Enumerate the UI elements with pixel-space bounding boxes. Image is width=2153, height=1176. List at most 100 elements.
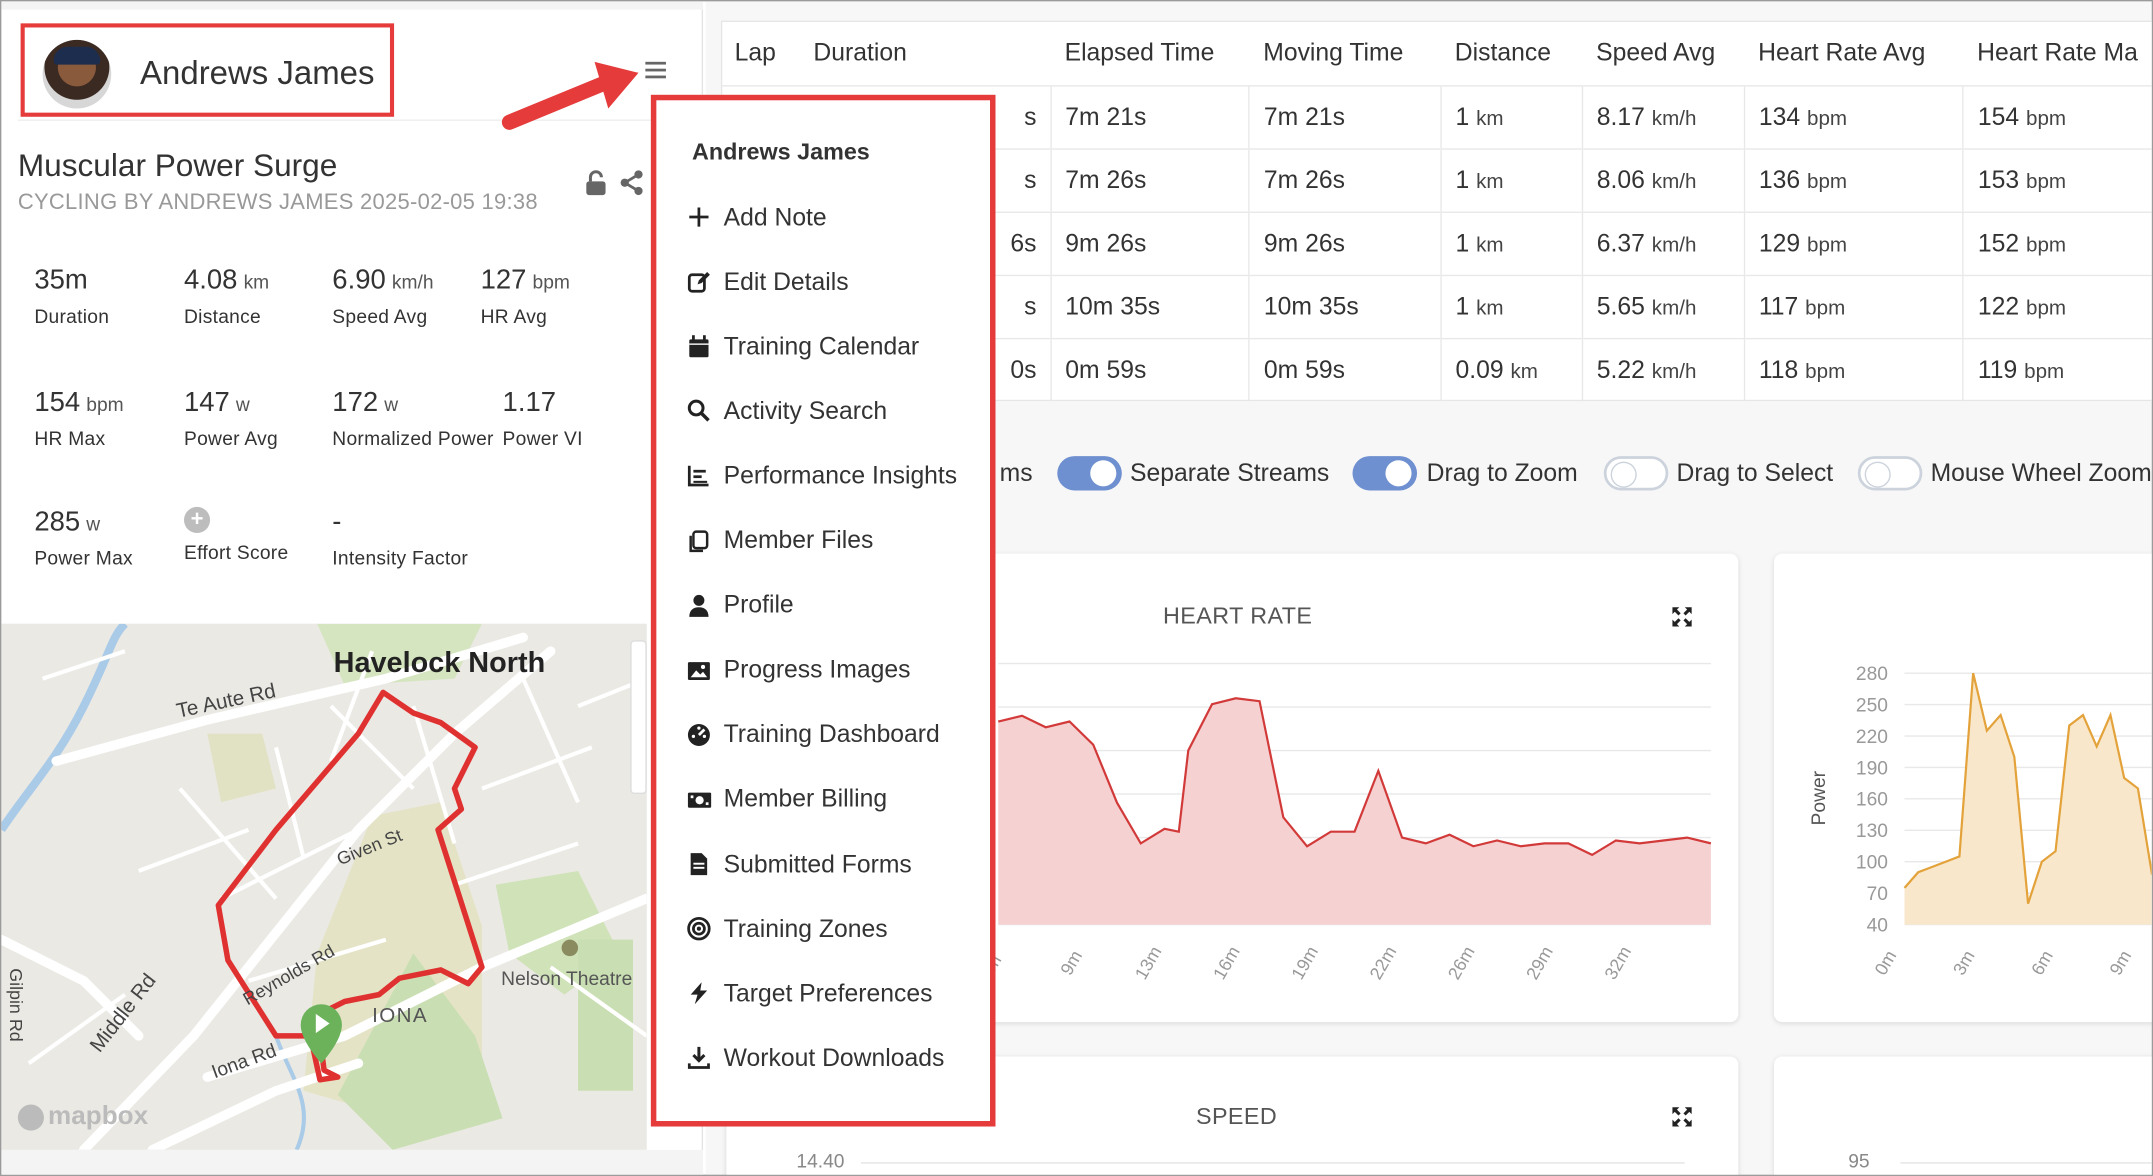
column-header-lap[interactable]: Lap [734,38,776,67]
menu-item-member-files[interactable]: Member Files [687,520,873,561]
mapbox-logo[interactable]: mapbox [17,1102,148,1132]
expand-icon[interactable] [1671,1106,1693,1128]
power-axis-label: Power [1809,770,1830,825]
x-tick-label: 9m [2106,947,2136,978]
avatar[interactable] [42,39,112,109]
column-header-elapsed-time[interactable]: Elapsed Time [1064,38,1215,67]
stat-label: Effort Score [183,541,289,564]
activity-subtitle: CYCLING BY ANDREWS JAMES 2025-02-05 19:3… [17,190,538,215]
moving-cell: 7m 26s [1248,147,1442,212]
column-header-moving-time[interactable]: Moving Time [1263,38,1404,67]
heart-rate-area [998,698,1711,925]
add-circle-icon[interactable]: + [183,506,211,534]
stat-label: HR Avg [480,304,548,327]
expand-icon[interactable] [1671,606,1693,628]
power-chart-card: 280 250 220 190 160 130 100 70 40 Power 0m 3m 6m 9m [1774,553,2153,1023]
stat-unit: bpm [86,392,124,415]
stat-value-row: 285 w [34,507,133,539]
speed-cell: 5.22 km/h [1581,337,1745,402]
menu-item-activity-search[interactable]: Activity Search [687,391,887,432]
hr-avg-cell: 134 bpm [1743,84,1964,149]
distance-unit: km [1476,232,1504,257]
menu-item-performance-insights[interactable]: Performance Insights [687,455,957,496]
menu-item-training-calendar[interactable]: Training Calendar [687,326,919,367]
user-header: Andrews James [20,23,395,117]
elapsed-cell: 0m 59s [1050,337,1250,402]
menu-item-training-zones[interactable]: Training Zones [687,908,888,949]
menu-item-label: Progress Images [723,655,911,684]
table-row[interactable]: s 7m 26s 7m 26s 1 km 8.06 km/h 136 bpm 153 bpm [720,147,2152,212]
x-tick-label: 13m [1131,943,1166,983]
divider [17,119,688,121]
x-tick-label: 22m [1366,943,1401,983]
mapbox-icon [17,1103,44,1130]
toggle-label-mouse-wheel-zoom[interactable]: Mouse Wheel Zoom [1930,458,2152,487]
column-header-duration[interactable]: Duration [813,38,907,67]
distance-unit: km [1510,359,1538,383]
toggle-label-drag-to-select[interactable]: Drag to Select [1676,458,1834,487]
map-label-town: Havelock North [333,647,546,679]
map-label-poi: Nelson Theatre [501,967,633,990]
toggle-drag-to-zoom[interactable] [1352,456,1418,491]
menu-item-label: Profile [723,590,794,619]
map-zoom-control[interactable] [630,640,647,795]
stat-label: Power VI [502,427,583,450]
distance-value: 0.09 [1455,355,1504,383]
activity-sidebar: Andrews James Muscular Power Surge CYCLI… [1,1,704,1175]
unlock-icon[interactable] [584,169,609,196]
stat-value: 147 [183,387,230,418]
menu-item-workout-downloads[interactable]: Workout Downloads [687,1038,945,1079]
column-header-speed-avg[interactable]: Speed Avg [1596,38,1716,67]
toggle-label-separate-streams[interactable]: Separate Streams [1130,458,1330,487]
column-header-distance[interactable]: Distance [1454,38,1551,67]
heart-rate-chart[interactable]: m9m13m16m19m22m26m29m32m [726,554,1738,1022]
speed-chart-title: SPEED [1195,1103,1278,1130]
map-canvas[interactable] [1,623,647,1150]
user-actions-dropdown: Andrews James Add Note Edit Details Traini… [650,94,996,1127]
menu-item-member-billing[interactable]: Member Billing [687,779,887,820]
column-header-heart-rate-avg[interactable]: Heart Rate Avg [1758,38,1926,67]
toggle-label-ms[interactable]: ms [999,458,1033,487]
speed-chart-card-secondary: 95 [1774,1056,2152,1175]
dropdown-panel: Andrews James Add Note Edit Details Traini… [667,108,989,1119]
edit-icon [687,272,710,293]
stat-distance: 4.08 km Distance [184,265,269,327]
column-header-heart-rate-max[interactable]: Heart Rate Ma [1977,38,2138,67]
menu-item-label: Workout Downloads [723,1043,945,1072]
distance-cell: 1 km [1440,274,1583,338]
stat-value-row: + [183,506,288,534]
menu-item-edit-details[interactable]: Edit Details [687,261,849,302]
toggle-mouse-wheel-zoom[interactable] [1857,456,1923,491]
toggle-separate-streams[interactable] [1057,456,1122,491]
menu-item-target-preferences[interactable]: Target Preferences [687,973,932,1014]
elapsed-cell: 9m 26s [1050,210,1250,275]
power-chart[interactable]: 280 250 220 190 160 130 100 70 40 Power 0m 3m 6m 9m [1774,554,2153,1022]
stat-value: 285 [34,506,81,538]
speed-cell: 8.06 km/h [1581,147,1745,212]
toggle-label-drag-to-zoom[interactable]: Drag to Zoom [1426,458,1578,487]
activity-title: Muscular Power Surge [17,146,338,183]
stat-unit: w [235,392,250,415]
menu-item-training-dashboard[interactable]: Training Dashboard [687,714,940,755]
menu-item-profile[interactable]: Profile [687,585,794,626]
document-icon [690,853,708,876]
stat-value: 35m [34,265,88,296]
share-icon[interactable] [619,169,644,196]
menu-item-progress-images[interactable]: Progress Images [687,649,911,690]
y-tick-label: 130 [1856,821,1888,842]
stat-unit: w [86,512,101,535]
route-map[interactable]: Havelock North Te Aute Rd Given St Reyno… [1,623,647,1150]
speed-value: 8.06 [1596,165,1645,194]
distance-value: 1 [1455,228,1470,257]
stat-label: HR Max [34,427,106,450]
annotation-arrow-icon [501,61,639,130]
menu-item-add-note[interactable]: Add Note [687,196,827,237]
menu-item-submitted-forms[interactable]: Submitted Forms [687,844,912,885]
user-name[interactable]: Andrews James [140,54,375,93]
hamburger-menu-icon[interactable] [645,59,670,81]
toggle-drag-to-select[interactable] [1603,456,1669,491]
distance-cell: 1 km [1440,210,1583,275]
distance-unit: km [1476,106,1504,130]
stat-normalized-power: 172 w Normalized Power [332,387,493,449]
hr-avg-value: 136 [1758,165,1801,194]
